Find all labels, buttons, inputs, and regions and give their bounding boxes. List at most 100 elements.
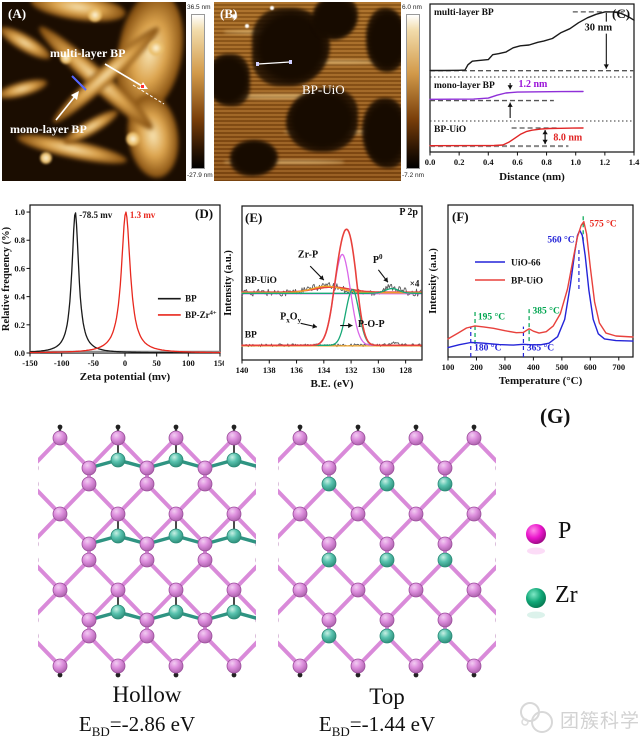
top-structure-model: [240, 422, 534, 678]
svg-text:(D): (D): [195, 206, 213, 221]
svg-text:0.6: 0.6: [512, 157, 523, 167]
hollow-energy: EBD=-2.86 eV: [28, 712, 246, 740]
svg-text:Relative frequency (%): Relative frequency (%): [1, 226, 12, 331]
afm-bright-spot: [40, 152, 52, 164]
hollow-caption: Hollow: [112, 682, 182, 707]
hollow-structure-model: [0, 422, 294, 678]
svg-text:500: 500: [555, 362, 568, 372]
svg-text:-50: -50: [88, 358, 99, 368]
svg-text:300: 300: [499, 362, 512, 372]
hollow-lattice-svg: [0, 424, 294, 678]
colorbar-b-min: -7.2 nm: [402, 172, 425, 179]
zr-atom-reflection: [527, 611, 545, 619]
afm-dark-patch: [214, 54, 250, 106]
zr-atom-icon: [526, 588, 546, 608]
afm-dark-patch: [286, 88, 358, 152]
legend-p-label: P: [558, 518, 572, 544]
energy-value: =-2.86 eV: [109, 712, 196, 736]
afm-a-annotations: [55, 63, 165, 121]
svg-text:140: 140: [236, 365, 249, 375]
afm-speck: [270, 6, 274, 10]
colorbar-b: 6.0 nm -7.2 nm: [402, 2, 428, 181]
svg-text:0: 0: [123, 358, 127, 368]
svg-text:P0: P0: [373, 253, 383, 266]
energy-subscript: BD: [331, 724, 350, 740]
tga-svg: 575 °C 560 °C 195 °C 180 °C 385 °C 365 °C UiO-…: [428, 204, 634, 387]
svg-text:BP: BP: [245, 330, 257, 340]
svg-text:BP-UiO: BP-UiO: [434, 125, 466, 135]
afm-b-annotations: [256, 60, 292, 66]
height-profile-chart: multi-layer BP 30 nm mono-layer BP 1.2 nm BP…: [424, 0, 640, 192]
svg-text:0.0: 0.0: [425, 157, 436, 167]
svg-text:BP-Zr4+: BP-Zr4+: [185, 309, 217, 320]
svg-text:1.2 nm: 1.2 nm: [519, 79, 549, 90]
svg-text:385 °C: 385 °C: [533, 306, 560, 317]
afm-dark-patch: [366, 8, 401, 72]
svg-text:(E): (E): [245, 210, 262, 225]
afm-bright-spot: [60, 52, 72, 64]
svg-text:BP-UiO: BP-UiO: [245, 276, 277, 286]
multi-layer-bp-label: multi-layer BP: [50, 46, 126, 60]
svg-text:200: 200: [470, 362, 483, 372]
top-lattice-svg: [240, 424, 534, 678]
svg-text:365 °C: 365 °C: [527, 342, 554, 353]
svg-text:BP-UiO: BP-UiO: [511, 277, 543, 287]
p-atom-icon: [526, 524, 546, 544]
svg-text:0.0: 0.0: [14, 348, 25, 358]
mono-layer-bp-label: mono-layer BP: [10, 122, 87, 136]
svg-text:130: 130: [372, 365, 385, 375]
svg-text:100: 100: [182, 358, 195, 368]
svg-text:PxOy: PxOy: [280, 312, 301, 325]
colorbar-b-gradient: [406, 14, 420, 169]
svg-text:138: 138: [263, 365, 276, 375]
svg-text:-150: -150: [22, 358, 38, 368]
svg-text:×4: ×4: [410, 279, 420, 289]
colorbar-b-max: 6.0 nm: [402, 4, 422, 11]
p-atom-reflection: [527, 547, 545, 555]
energy-symbol: E: [78, 712, 92, 736]
watermark-logo: [520, 702, 553, 733]
panel-b-tag: (B): [220, 6, 238, 21]
svg-text:-100: -100: [54, 358, 70, 368]
xps-svg: BP-UiO BP Zr-P P0 PxOy P-O-P ×4 (E) P 2p 140 138 13…: [223, 205, 423, 390]
svg-text:multi-layer BP: multi-layer BP: [434, 8, 494, 18]
svg-text:180 °C: 180 °C: [474, 342, 501, 353]
svg-text:Zr-P: Zr-P: [298, 249, 318, 260]
svg-text:128: 128: [399, 365, 412, 375]
panel-a-tag: (A): [8, 6, 27, 21]
svg-text:mono-layer BP: mono-layer BP: [434, 81, 495, 91]
afm-image-bp: (A) multi-layer BP mono-layer BP: [2, 2, 186, 181]
svg-text:1.4: 1.4: [629, 157, 640, 167]
afm-image-bp-uio: (B) BP-UiO: [214, 2, 401, 181]
svg-text:Zeta potential (mv): Zeta potential (mv): [80, 371, 171, 383]
svg-text:136: 136: [290, 365, 303, 375]
xps-p2p-chart: BP-UiO BP Zr-P P0 PxOy P-O-P ×4 (E) P 2p 140 138 13…: [223, 192, 428, 394]
svg-text:150: 150: [214, 358, 224, 368]
svg-text:195 °C: 195 °C: [478, 311, 505, 322]
top-energy: EBD=-1.44 eV: [268, 712, 486, 740]
afm-streak: [224, 160, 344, 164]
afm-bright-spot: [148, 40, 164, 56]
svg-text:-78.5 mv: -78.5 mv: [79, 210, 112, 220]
afm-streak: [274, 60, 384, 64]
afm-bright-spot: [88, 8, 102, 22]
colorbar-a-gradient: [191, 14, 205, 169]
svg-text:100: 100: [442, 362, 455, 372]
svg-text:134: 134: [317, 365, 331, 375]
energy-value: =-1.44 eV: [349, 712, 436, 736]
panel-g-tag: (G): [540, 404, 571, 428]
colorbar-a-min: -27.9 nm: [187, 172, 213, 179]
svg-text:600: 600: [584, 362, 597, 372]
svg-text:Intensity (a.u.): Intensity (a.u.): [224, 250, 234, 316]
svg-text:8.0 nm: 8.0 nm: [553, 132, 583, 143]
svg-text:1.0: 1.0: [14, 207, 25, 217]
colorbar-a: 36.5 nm -27.9 nm: [187, 2, 213, 181]
energy-symbol: E: [318, 712, 332, 736]
bp-uio-label: BP-UiO: [302, 82, 345, 97]
svg-text:UiO-66: UiO-66: [511, 259, 541, 269]
svg-text:Intensity (a.u.): Intensity (a.u.): [428, 248, 439, 314]
svg-text:0.6: 0.6: [14, 263, 25, 273]
svg-text:700: 700: [612, 362, 625, 372]
zeta-potential-chart: -78.5 mv 1.3 mv BP BP-Zr4+ (D) -150 -100 -50 0 50…: [0, 192, 226, 394]
afm-speck: [245, 24, 249, 28]
